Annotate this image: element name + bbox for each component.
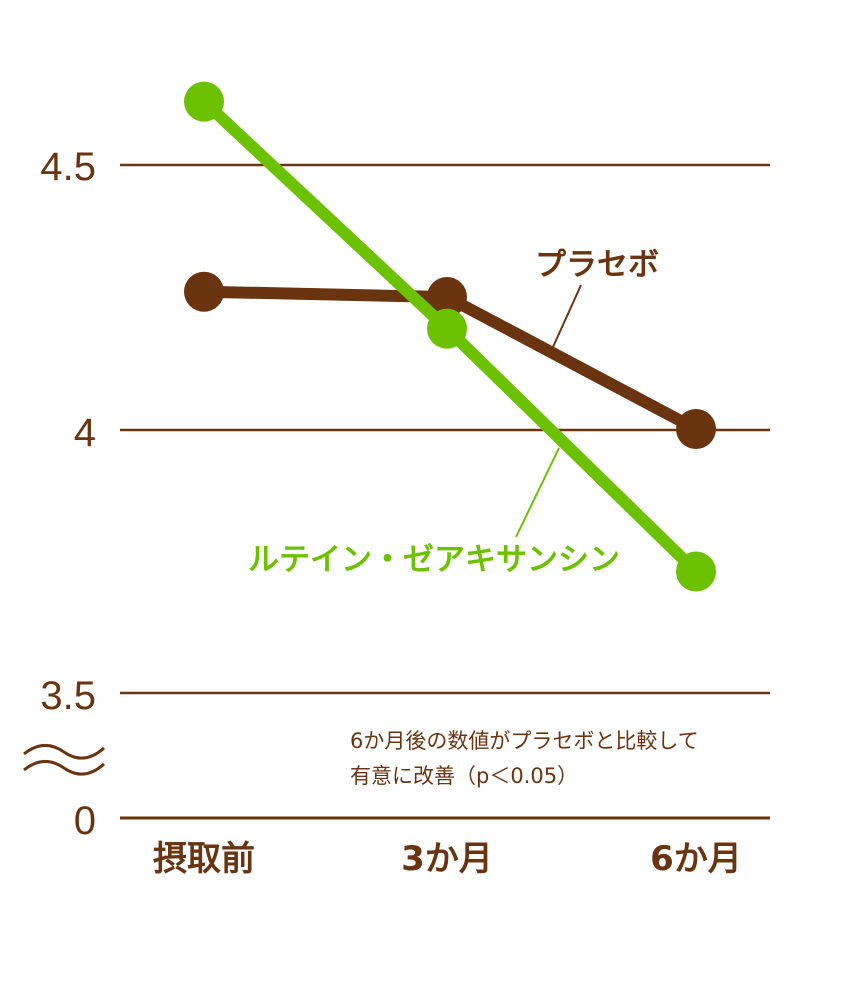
y-tick-label: 0 — [74, 799, 96, 843]
data-point — [184, 81, 224, 122]
data-point — [676, 551, 716, 592]
lutein-leader-line — [515, 447, 560, 538]
x-category-label: 3か月 — [401, 839, 493, 879]
y-tick-label: 3.5 — [40, 674, 96, 718]
x-category-label: 摂取前 — [153, 839, 255, 879]
placebo-leader-line — [552, 284, 582, 348]
annotation-line-2: 有意に改善（p＜0.05） — [350, 764, 578, 788]
annotation-line-1: 6か月後の数値がプラセボと比較して — [350, 729, 699, 753]
placebo-series-label: プラセボ — [535, 247, 659, 283]
data-point — [427, 308, 467, 349]
y-tick-label: 4 — [74, 411, 96, 455]
data-point — [676, 409, 716, 449]
gridlines — [120, 163, 770, 820]
y-tick-label: 4.5 — [40, 145, 96, 189]
data-point — [427, 277, 467, 317]
axis-break-mark — [23, 744, 106, 776]
data-point — [184, 271, 224, 312]
x-category-label: 6か月 — [650, 839, 742, 879]
lutein-series-label: ルテイン・ゼアキサンシン — [248, 542, 620, 578]
series-placebo — [184, 271, 716, 449]
series-lutein — [184, 81, 716, 592]
